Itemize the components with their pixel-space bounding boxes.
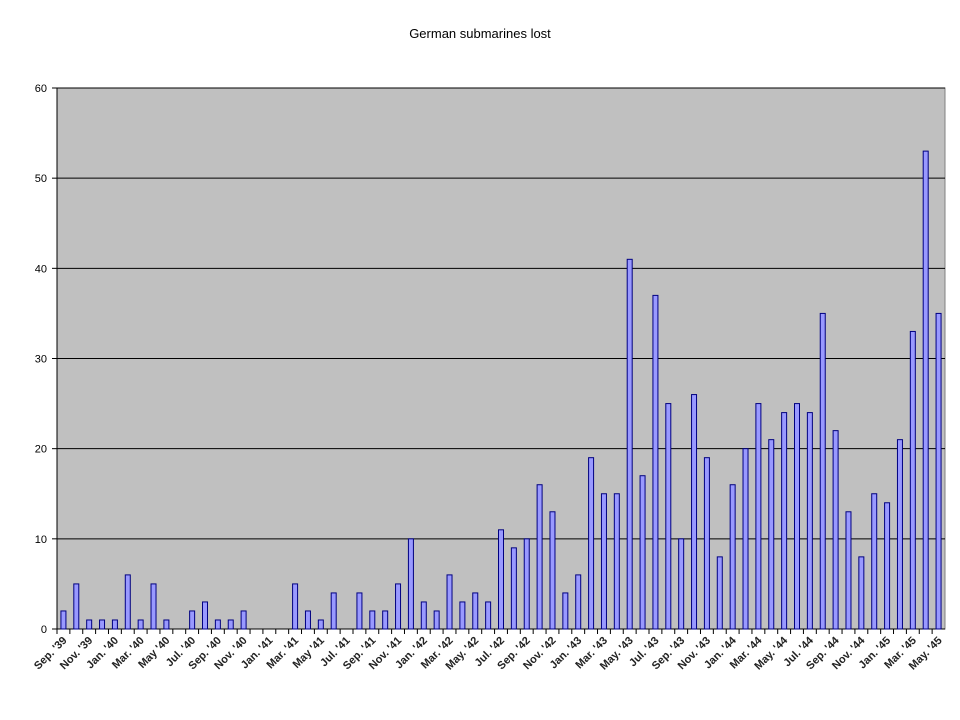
bar xyxy=(214,619,221,630)
bar xyxy=(536,484,543,630)
bar xyxy=(794,403,800,630)
bar xyxy=(202,601,208,630)
bar xyxy=(73,583,80,630)
bar xyxy=(99,619,106,630)
bar xyxy=(742,448,749,630)
chart-title: German submarines lost xyxy=(409,26,551,41)
bar xyxy=(446,574,453,630)
bar xyxy=(395,583,402,630)
y-tick-label: 10 xyxy=(35,534,47,546)
bar xyxy=(729,484,736,630)
bar xyxy=(716,556,723,630)
bar xyxy=(433,610,440,630)
bar xyxy=(652,294,659,630)
bar xyxy=(523,538,530,630)
bar xyxy=(613,493,620,630)
y-tick-label: 60 xyxy=(35,83,47,95)
y-tick-label: 50 xyxy=(35,173,47,185)
bar xyxy=(227,619,234,630)
y-tick-label: 20 xyxy=(35,444,47,456)
bar xyxy=(703,457,710,630)
bar xyxy=(871,493,878,630)
bar xyxy=(150,583,157,630)
bar xyxy=(407,538,414,630)
y-tick-label: 0 xyxy=(41,624,47,636)
bar xyxy=(639,475,646,630)
bar xyxy=(382,610,389,630)
bar xyxy=(472,592,479,630)
y-tick-label: 30 xyxy=(35,354,47,366)
bar xyxy=(356,592,363,630)
bar xyxy=(768,439,775,630)
bar xyxy=(369,610,376,630)
bar xyxy=(240,610,247,630)
bar xyxy=(459,601,466,630)
bar xyxy=(498,529,504,630)
bar xyxy=(163,619,170,630)
bar xyxy=(665,403,672,630)
bar xyxy=(819,312,826,630)
bar xyxy=(755,403,762,630)
bar xyxy=(922,150,929,630)
bar xyxy=(935,312,942,630)
bar xyxy=(292,583,299,630)
bar xyxy=(575,574,582,630)
bar xyxy=(124,574,131,630)
bar xyxy=(896,439,903,630)
bar xyxy=(485,601,492,630)
bar xyxy=(626,258,633,630)
bar xyxy=(781,412,788,630)
bar xyxy=(189,610,196,630)
bar xyxy=(858,556,865,630)
bar xyxy=(832,430,839,630)
bar xyxy=(330,592,337,630)
bar xyxy=(137,619,144,630)
y-tick-label: 40 xyxy=(35,263,47,275)
bar xyxy=(678,538,685,630)
bar xyxy=(60,610,67,630)
bar xyxy=(317,619,324,630)
bar xyxy=(845,511,852,630)
bar xyxy=(420,601,427,630)
bar xyxy=(806,412,813,630)
bar xyxy=(600,493,607,630)
bar xyxy=(111,619,118,630)
bar xyxy=(86,619,93,630)
bar xyxy=(549,511,556,630)
bar xyxy=(304,610,311,630)
bar xyxy=(510,547,517,630)
bar xyxy=(562,592,569,630)
bar xyxy=(884,502,891,630)
bar xyxy=(909,330,916,630)
bar xyxy=(691,394,698,630)
bar xyxy=(588,457,595,630)
